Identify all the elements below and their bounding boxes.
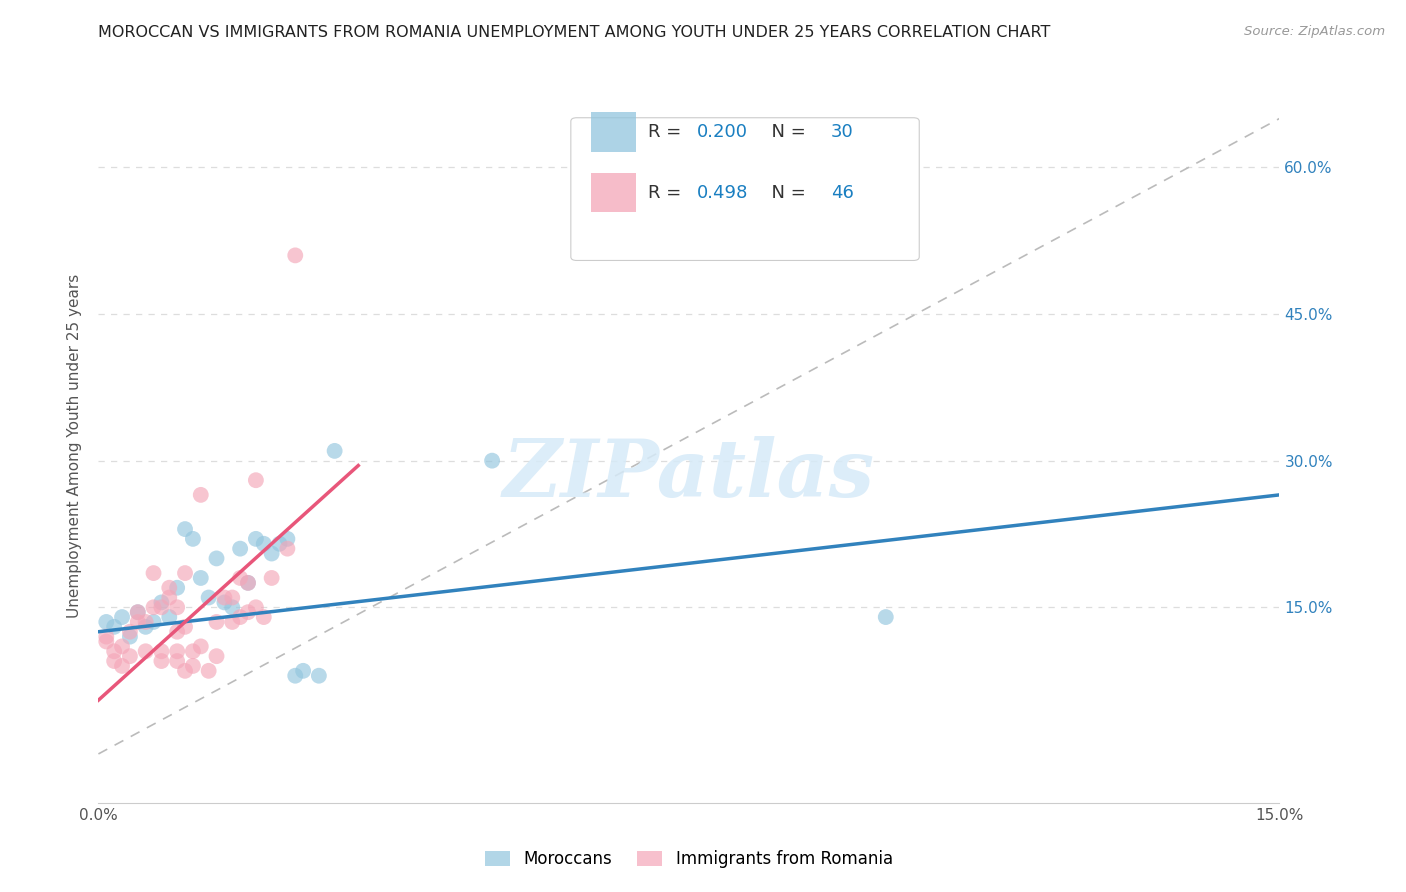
Point [127,605,149,619]
Point [174,522,197,536]
Point [96,630,118,644]
Text: ZIPatlas: ZIPatlas [503,436,875,513]
Point [236,575,259,590]
Point [229,541,252,556]
Point [323,443,346,458]
Text: R =: R = [648,123,686,141]
Point [276,541,298,556]
Text: 0.498: 0.498 [697,184,748,202]
Point [150,644,173,658]
Point [111,640,134,654]
FancyBboxPatch shape [591,173,636,212]
Point [127,615,149,629]
Point [205,615,228,629]
Point [284,669,307,683]
Point [260,571,283,585]
Point [118,624,141,639]
Point [229,610,252,624]
Point [181,532,204,546]
Point [166,644,188,658]
Point [292,664,315,678]
Point [308,669,330,683]
Point [166,654,188,668]
Point [127,605,149,619]
Text: N =: N = [759,123,811,141]
Point [174,664,197,678]
Legend: Moroccans, Immigrants from Romania: Moroccans, Immigrants from Romania [478,844,900,875]
Point [157,591,180,605]
Point [111,610,134,624]
Point [236,605,259,619]
Text: 0.200: 0.200 [697,123,748,141]
Point [103,644,125,658]
Point [150,595,173,609]
Point [245,532,267,546]
Text: Source: ZipAtlas.com: Source: ZipAtlas.com [1244,25,1385,38]
Point [135,620,157,634]
Point [214,591,236,605]
Point [166,600,188,615]
Text: N =: N = [759,184,811,202]
Point [190,571,212,585]
Point [221,600,243,615]
Text: MOROCCAN VS IMMIGRANTS FROM ROMANIA UNEMPLOYMENT AMONG YOUTH UNDER 25 YEARS CORR: MOROCCAN VS IMMIGRANTS FROM ROMANIA UNEM… [98,25,1050,40]
Point [197,664,219,678]
Text: 46: 46 [831,184,853,202]
Point [214,595,236,609]
Y-axis label: Unemployment Among Youth under 25 years: Unemployment Among Youth under 25 years [67,274,83,618]
Point [174,566,197,580]
Point [96,615,118,629]
Point [197,591,219,605]
Point [150,654,173,668]
Point [181,659,204,673]
Point [221,615,243,629]
Text: 30: 30 [831,123,853,141]
Point [245,473,267,487]
Point [875,610,897,624]
Point [221,591,243,605]
Point [166,624,188,639]
Point [276,532,298,546]
Point [174,620,197,634]
Point [96,634,118,648]
Point [142,615,165,629]
Point [481,453,503,467]
Point [260,547,283,561]
Point [205,649,228,664]
Point [205,551,228,566]
Point [103,654,125,668]
Point [118,630,141,644]
Text: R =: R = [648,184,686,202]
Point [190,488,212,502]
Point [157,581,180,595]
Point [150,600,173,615]
FancyBboxPatch shape [571,118,920,260]
Point [118,649,141,664]
Point [142,600,165,615]
FancyBboxPatch shape [591,112,636,152]
Point [111,659,134,673]
Point [269,537,291,551]
Point [142,566,165,580]
Point [236,575,259,590]
Point [253,610,276,624]
Point [181,644,204,658]
Point [166,581,188,595]
Point [157,610,180,624]
Point [135,615,157,629]
Point [284,248,307,262]
Point [229,571,252,585]
Point [135,644,157,658]
Point [190,640,212,654]
Point [103,620,125,634]
Point [245,600,267,615]
Point [253,537,276,551]
